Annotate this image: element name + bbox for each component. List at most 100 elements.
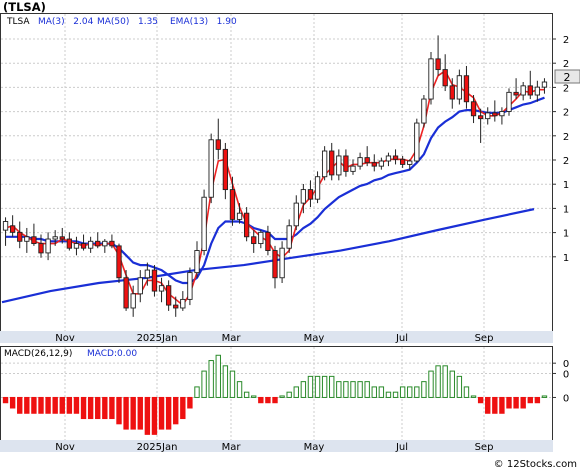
macd-bar-positive bbox=[336, 381, 342, 398]
macd-bar-negative bbox=[130, 396, 136, 430]
price-x-tick-label: Mar bbox=[222, 333, 242, 344]
candle bbox=[158, 277, 165, 303]
current-price-box bbox=[554, 69, 580, 84]
macd-bar-negative bbox=[87, 396, 94, 420]
macd-bar-positive bbox=[421, 381, 427, 398]
candle bbox=[307, 180, 314, 208]
macd-y-axis: 000 bbox=[552, 359, 569, 404]
macd-x-tick-label: Nov bbox=[55, 442, 75, 453]
macd-bar-negative bbox=[95, 396, 101, 420]
candle-body-down bbox=[116, 245, 122, 279]
candle bbox=[385, 152, 392, 167]
candle bbox=[527, 70, 533, 100]
ma50-line bbox=[1, 208, 535, 304]
macd-bar-negative bbox=[73, 396, 80, 414]
candle bbox=[180, 291, 186, 311]
price-x-tick-label: Jul bbox=[395, 333, 408, 344]
candle-body-down bbox=[109, 240, 115, 247]
macd-y-tick-label: 0 bbox=[563, 359, 569, 370]
candle-body-down bbox=[371, 162, 377, 167]
macd-bar-negative bbox=[187, 396, 193, 409]
candle-body-down bbox=[38, 243, 44, 254]
candle bbox=[24, 227, 30, 253]
macd-bar-negative bbox=[116, 396, 122, 425]
macd-bar-positive bbox=[442, 365, 448, 398]
candle bbox=[265, 225, 271, 256]
macd-bar-negative bbox=[165, 396, 172, 430]
candle-body-down bbox=[173, 304, 179, 309]
candle-body-down bbox=[151, 269, 158, 292]
candle-body-up bbox=[357, 157, 363, 167]
macd-bar-negative bbox=[24, 396, 30, 414]
price-panel bbox=[0, 13, 553, 332]
macd-bar-positive bbox=[435, 365, 441, 398]
candle-body-down bbox=[329, 150, 335, 176]
macd-bar-negative bbox=[80, 396, 87, 420]
legend-ma3: MA(3) 2.04 bbox=[38, 17, 94, 27]
macd-bar-positive bbox=[463, 386, 470, 398]
macd-bar-positive bbox=[350, 381, 356, 398]
candle-body-down bbox=[123, 277, 129, 309]
candle-body-up bbox=[2, 221, 9, 231]
candle-body-down bbox=[265, 231, 271, 251]
candle-body-down bbox=[222, 148, 229, 191]
watermark: © 12Stocks.com bbox=[494, 459, 577, 470]
macd-x-tick-label: Sep bbox=[475, 442, 494, 453]
candle bbox=[336, 149, 342, 181]
candle-body-up bbox=[520, 85, 526, 96]
candle bbox=[109, 234, 115, 249]
price-x-tick-label: Sep bbox=[475, 333, 494, 344]
candle-body-down bbox=[307, 189, 314, 200]
candle bbox=[95, 232, 101, 249]
macd-panel bbox=[0, 346, 553, 441]
candle-body-down bbox=[477, 115, 484, 120]
candle bbox=[201, 189, 207, 256]
candle-body-up bbox=[321, 150, 328, 178]
macd-bar-positive bbox=[399, 386, 406, 398]
legend-ma50: MA(50) 1.35 bbox=[97, 17, 158, 27]
candle-body-up bbox=[506, 91, 512, 112]
candle-body-up bbox=[350, 165, 356, 172]
macd-bar-negative bbox=[45, 396, 51, 414]
macd-y-tick-label: 0 bbox=[563, 393, 569, 404]
macd-bar-negative bbox=[513, 396, 519, 409]
candle-body-up bbox=[499, 111, 505, 117]
candle bbox=[243, 207, 250, 242]
macd-bar-negative bbox=[59, 396, 65, 414]
macd-x-tick-label: May bbox=[304, 442, 325, 453]
candle-body-up bbox=[300, 189, 307, 204]
candle bbox=[272, 245, 278, 289]
candles-group bbox=[2, 35, 548, 317]
candle-body-up bbox=[378, 160, 385, 167]
candle bbox=[59, 227, 65, 244]
macd-bar-negative bbox=[66, 396, 73, 414]
candle-body-up bbox=[87, 240, 94, 249]
macd-bar-negative bbox=[17, 396, 23, 414]
candle-body-down bbox=[435, 58, 441, 71]
macd-bar-negative bbox=[499, 396, 505, 414]
candle bbox=[449, 78, 455, 109]
macd-bar-negative bbox=[151, 396, 158, 435]
macd-bar-positive bbox=[208, 360, 214, 398]
candle-body-up bbox=[52, 236, 58, 240]
macd-bar-positive bbox=[293, 386, 299, 398]
candle-body-down bbox=[513, 91, 519, 96]
candle bbox=[73, 236, 80, 256]
macd-bar-negative bbox=[485, 396, 491, 414]
candle-body-down bbox=[66, 238, 73, 249]
candle bbox=[520, 82, 526, 101]
macd-bar-positive bbox=[314, 375, 321, 398]
candle bbox=[173, 296, 179, 317]
candle bbox=[17, 221, 23, 249]
macd-bar-negative bbox=[527, 396, 533, 404]
candle bbox=[314, 171, 321, 204]
price-y-tick-label: 2 bbox=[563, 132, 569, 143]
candle-body-down bbox=[229, 189, 236, 220]
candle-body-up bbox=[485, 112, 491, 120]
candle-body-up bbox=[180, 298, 186, 309]
ticker-title: (TLSA) bbox=[3, 0, 46, 14]
candle bbox=[286, 219, 292, 253]
macd-bar-negative bbox=[123, 396, 129, 430]
candle-body-up bbox=[73, 243, 80, 249]
